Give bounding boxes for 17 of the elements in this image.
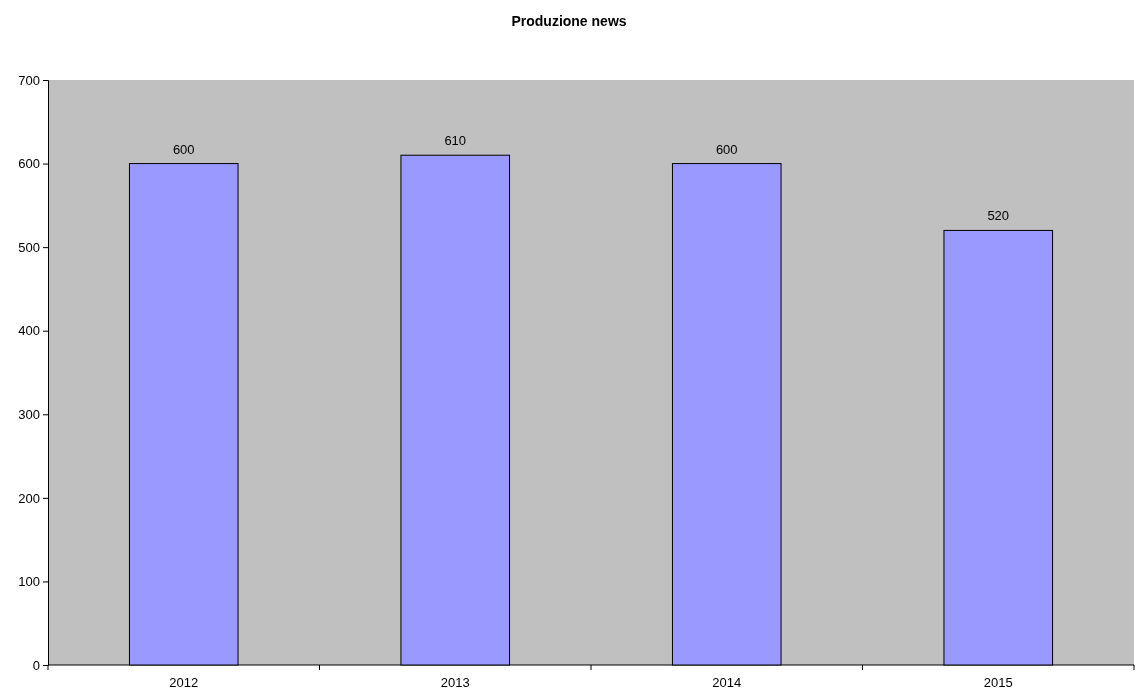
x-tick-label: 2013: [440, 675, 470, 690]
y-tick-label: 500: [18, 239, 40, 255]
data-label: 600: [172, 141, 195, 157]
chart-title: Produzione news: [511, 13, 627, 29]
y-tick-label: 100: [18, 574, 40, 590]
y-tick-label: 0: [32, 657, 40, 673]
y-tick-label: 400: [18, 323, 40, 339]
y-tick-label: 200: [18, 490, 40, 506]
x-tick-label: 2015: [983, 675, 1013, 690]
x-tick-label: 2014: [712, 675, 742, 690]
data-label: 520: [987, 208, 1010, 224]
y-tick-label: 700: [18, 72, 40, 88]
data-label: 600: [715, 141, 738, 157]
y-tick-label: 600: [18, 156, 40, 172]
y-tick-label: 300: [18, 406, 40, 422]
data-label: 610: [444, 133, 467, 149]
x-tick-label: 2012: [169, 675, 199, 690]
